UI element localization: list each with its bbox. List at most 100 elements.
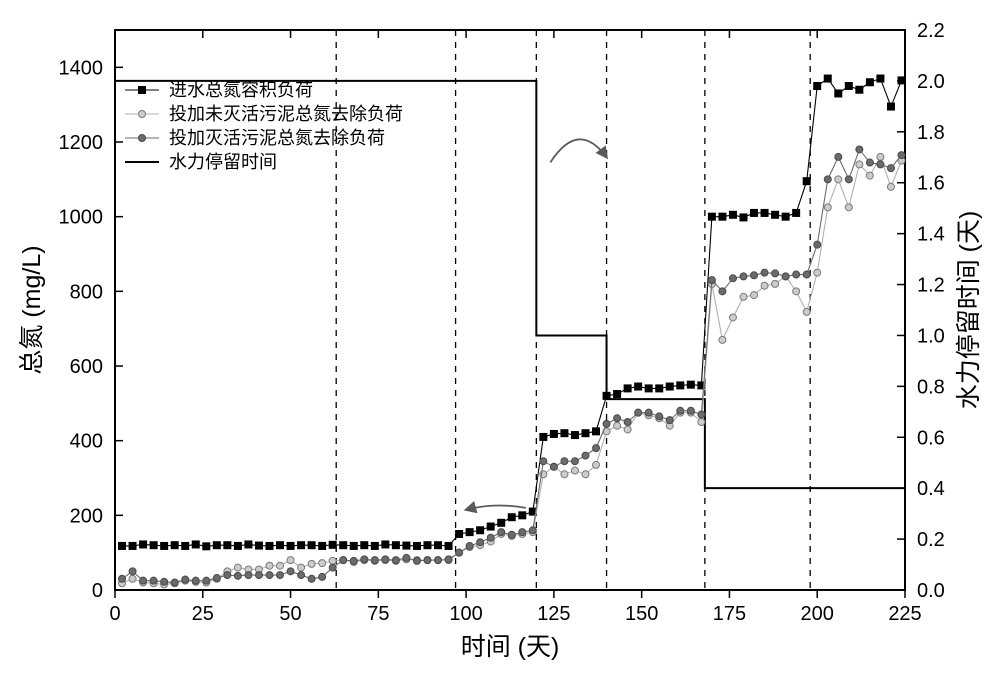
- removal-noninact-marker: [719, 336, 726, 343]
- yr-tick-label: 0.2: [917, 529, 945, 551]
- influent-marker: [182, 542, 189, 549]
- removal-inact-marker: [308, 575, 315, 582]
- removal-inact-marker: [835, 153, 842, 160]
- removal-noninact-marker: [298, 564, 305, 571]
- removal-inact-marker: [856, 146, 863, 153]
- influent-marker: [424, 542, 431, 549]
- yr-tick-label: 0.0: [917, 580, 945, 602]
- influent-marker: [719, 213, 726, 220]
- influent-marker: [319, 542, 326, 549]
- removal-inact-marker: [698, 411, 705, 418]
- x-axis-label: 时间 (天): [461, 633, 560, 661]
- influent-marker: [413, 542, 420, 549]
- chart-svg: 0255075100125150175200225时间 (天)020040060…: [0, 0, 1000, 686]
- influent-marker: [361, 542, 368, 549]
- yl-tick-label: 400: [70, 431, 103, 453]
- influent-marker: [603, 392, 610, 399]
- removal-noninact-marker: [129, 575, 136, 582]
- yl-tick-label: 800: [70, 281, 103, 303]
- removal-noninact-marker: [824, 204, 831, 211]
- removal-inact-marker: [392, 557, 399, 564]
- removal-noninact-marker: [698, 419, 705, 426]
- influent-marker: [371, 542, 378, 549]
- influent-marker: [666, 383, 673, 390]
- influent-marker: [856, 86, 863, 93]
- yl-tick-label: 0: [92, 580, 103, 602]
- removal-inact-marker: [213, 575, 220, 582]
- influent-marker: [498, 519, 505, 526]
- yl-tick-label: 1400: [59, 57, 104, 79]
- influent-marker: [614, 391, 621, 398]
- removal-inact-marker: [571, 458, 578, 465]
- influent-marker: [887, 103, 894, 110]
- influent-marker: [708, 213, 715, 220]
- removal-noninact-marker: [308, 560, 315, 567]
- yr-tick-label: 1.8: [917, 122, 945, 144]
- axis-indicator-right-arrow: [550, 139, 606, 162]
- removal-inact-marker: [677, 407, 684, 414]
- legend-swatch-marker: [139, 87, 146, 94]
- removal-noninact-marker: [845, 204, 852, 211]
- removal-inact-marker: [382, 556, 389, 563]
- removal-inact-marker: [519, 529, 526, 536]
- removal-inact-marker: [772, 270, 779, 277]
- influent-marker: [150, 542, 157, 549]
- influent-marker: [751, 209, 758, 216]
- influent-marker: [845, 83, 852, 90]
- influent-marker: [287, 542, 294, 549]
- removal-noninact-marker: [561, 471, 568, 478]
- influent-marker: [350, 542, 357, 549]
- removal-inact-marker: [666, 417, 673, 424]
- axis-indicator-left-arrow: [466, 505, 526, 509]
- removal-inact-marker: [266, 572, 273, 579]
- removal-inact-marker: [845, 176, 852, 183]
- yr-tick-label: 2.0: [917, 71, 945, 93]
- influent-marker: [340, 542, 347, 549]
- influent-marker: [677, 382, 684, 389]
- removal-inact-marker: [456, 549, 463, 556]
- influent-marker: [803, 178, 810, 185]
- removal-inact-marker: [508, 531, 515, 538]
- influent-marker: [466, 529, 473, 536]
- removal-inact-marker: [814, 241, 821, 248]
- yl-axis-label: 总氮 (mg/L): [18, 245, 46, 374]
- influent-marker: [192, 541, 199, 548]
- influent-marker: [571, 432, 578, 439]
- removal-inact-marker: [866, 159, 873, 166]
- yr-tick-label: 0.6: [917, 427, 945, 449]
- legend-label: 水力停留时间: [169, 152, 277, 172]
- influent-marker: [866, 79, 873, 86]
- influent-marker: [761, 209, 768, 216]
- yl-tick-label: 1000: [59, 207, 104, 229]
- removal-noninact-marker: [772, 280, 779, 287]
- removal-inact-marker: [161, 578, 168, 585]
- removal-inact-marker: [793, 271, 800, 278]
- removal-inact-marker: [424, 557, 431, 564]
- x-tick-label: 175: [713, 603, 746, 625]
- removal-inact-marker: [498, 529, 505, 536]
- removal-inact-marker: [477, 539, 484, 546]
- legend-label: 投加灭活污泥总氮去除负荷: [169, 128, 385, 148]
- removal-noninact-marker: [266, 562, 273, 569]
- removal-noninact-marker: [814, 269, 821, 276]
- removal-noninact-marker: [319, 560, 326, 567]
- removal-inact-marker: [593, 445, 600, 452]
- influent-marker: [624, 385, 631, 392]
- legend-label: 进水总氮容积负荷: [169, 80, 313, 100]
- x-tick-label: 150: [625, 603, 658, 625]
- influent-marker: [161, 542, 168, 549]
- removal-noninact-marker: [877, 153, 884, 160]
- influent-marker: [140, 541, 147, 548]
- removal-inact-marker: [487, 534, 494, 541]
- influent-marker: [898, 77, 905, 84]
- removal-inact-marker: [603, 420, 610, 427]
- removal-inact-marker: [298, 572, 305, 579]
- legend-swatch-marker: [139, 135, 146, 142]
- removal-noninact-marker: [277, 562, 284, 569]
- removal-inact-marker: [656, 413, 663, 420]
- removal-inact-marker: [550, 463, 557, 470]
- removal-noninact-marker: [729, 314, 736, 321]
- removal-noninact-marker: [751, 292, 758, 299]
- removal-inact-marker: [761, 269, 768, 276]
- influent-marker: [382, 541, 389, 548]
